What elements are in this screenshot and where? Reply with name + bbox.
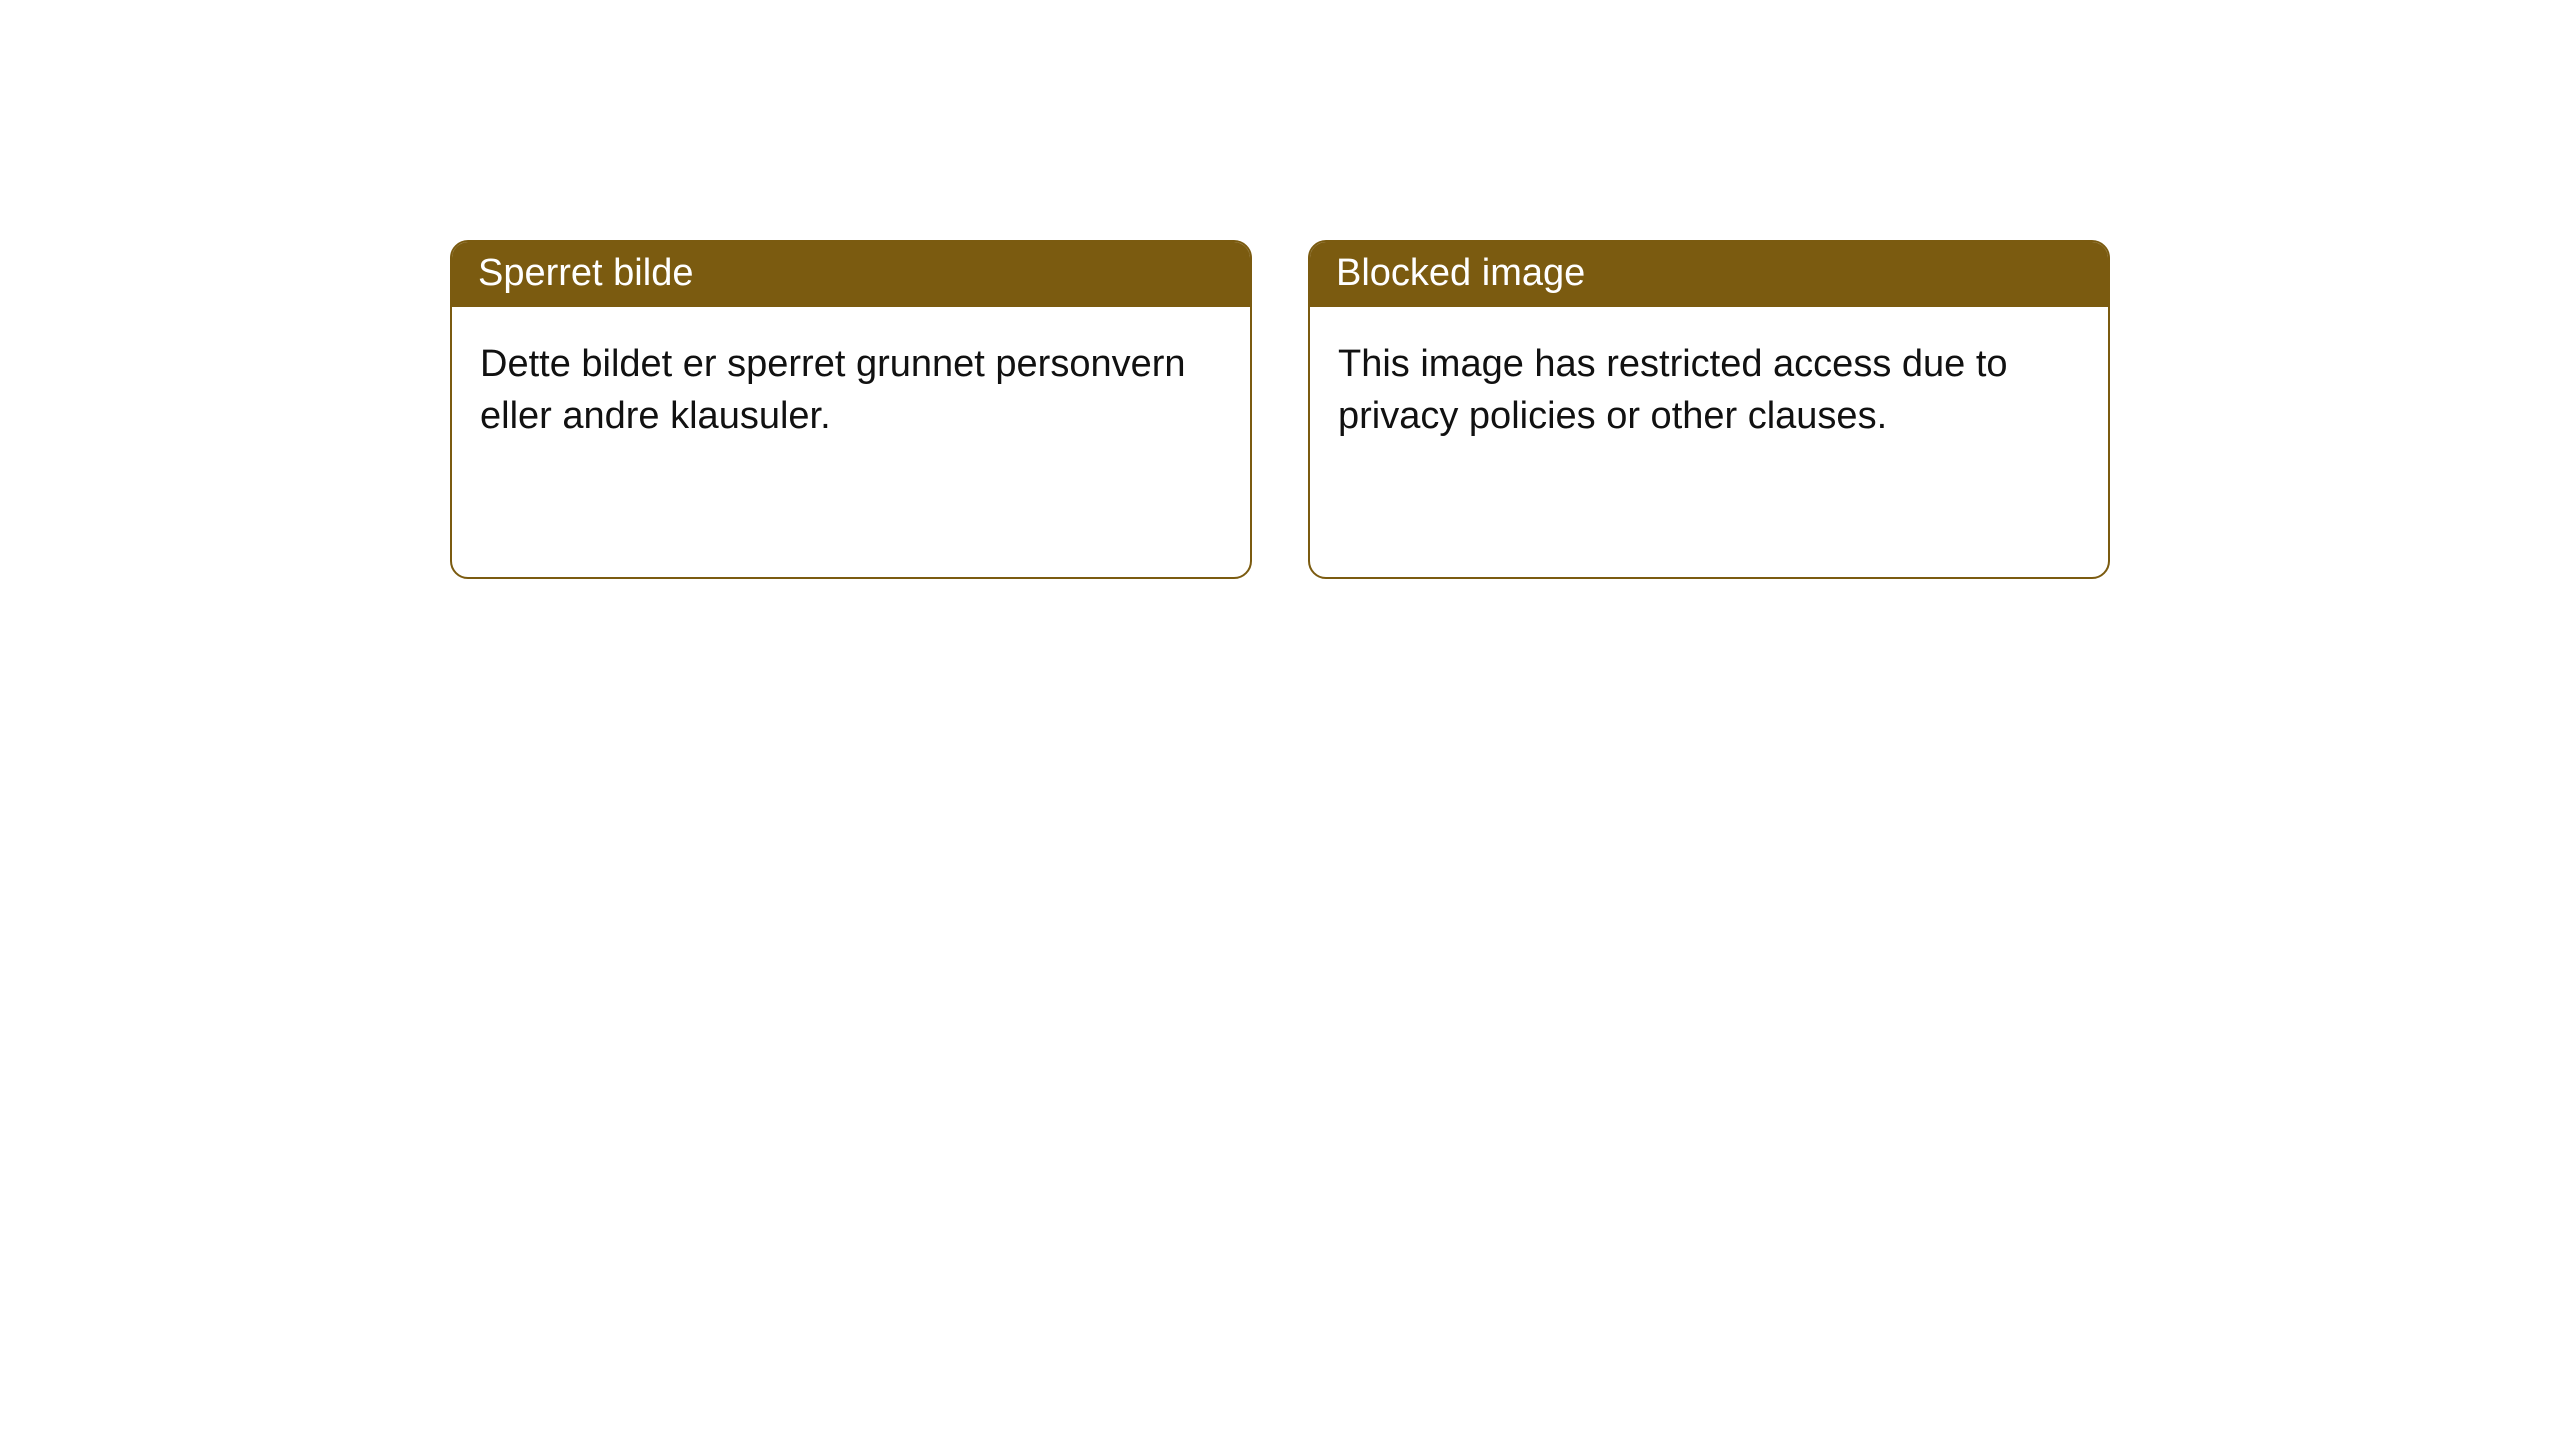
notice-body: Dette bildet er sperret grunnet personve… (452, 307, 1250, 577)
notice-body: This image has restricted access due to … (1310, 307, 2108, 577)
notice-header: Sperret bilde (452, 242, 1250, 307)
notice-card-english: Blocked image This image has restricted … (1308, 240, 2110, 579)
notice-container: Sperret bilde Dette bildet er sperret gr… (0, 0, 2560, 579)
notice-header: Blocked image (1310, 242, 2108, 307)
notice-card-norwegian: Sperret bilde Dette bildet er sperret gr… (450, 240, 1252, 579)
